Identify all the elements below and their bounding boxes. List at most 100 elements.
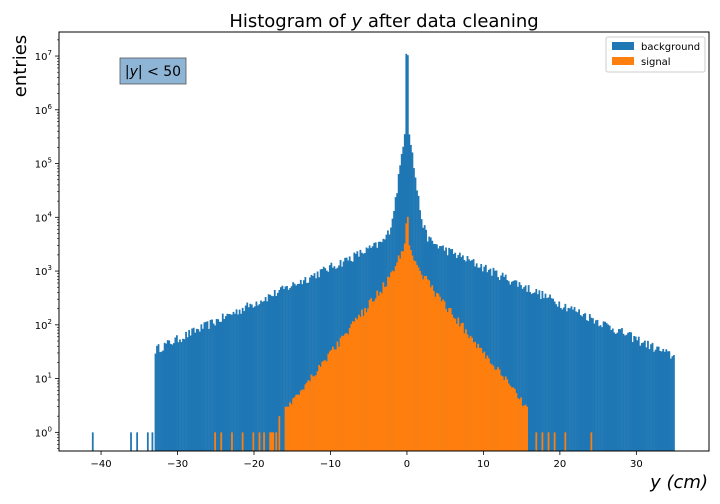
signal-histogram-bar (475, 347, 478, 451)
signal-histogram-bar (284, 406, 287, 451)
signal-histogram-bar (388, 277, 391, 451)
background-histogram-bar (130, 432, 132, 451)
signal-histogram-bar (263, 432, 265, 451)
background-histogram-bar (312, 275, 314, 451)
background-histogram-bar (252, 307, 255, 451)
signal-histogram-bar (315, 375, 317, 451)
signal-series-bars (214, 216, 593, 451)
background-histogram-bar (625, 334, 628, 451)
background-histogram-bar (220, 321, 223, 451)
signal-histogram-bar (371, 301, 374, 451)
background-histogram-bar (524, 285, 527, 451)
background-histogram-bar (185, 331, 187, 451)
background-histogram-bar (186, 337, 189, 451)
signal-histogram-bar (405, 223, 408, 451)
y-tick-label: 107 (35, 49, 52, 63)
signal-histogram-bar (402, 251, 405, 451)
x-axis-label: y (cm) (649, 472, 708, 493)
x-tick-label: −20 (243, 459, 264, 470)
signal-histogram-bar (483, 351, 486, 451)
background-histogram-bar (633, 335, 636, 451)
background-histogram-bar (642, 342, 645, 451)
background-histogram-bar (278, 290, 281, 451)
background-histogram-bar (598, 326, 600, 451)
background-histogram-bar (296, 283, 299, 451)
signal-histogram-bar (423, 275, 426, 451)
background-histogram-bar (91, 432, 94, 451)
background-histogram-bar (290, 286, 293, 451)
background-histogram-bar (566, 311, 568, 451)
background-histogram-bar (325, 270, 328, 451)
signal-histogram-bar (292, 398, 295, 451)
background-histogram-bar (630, 332, 633, 451)
y-tick-label: 104 (35, 210, 53, 224)
signal-histogram-bar (515, 392, 518, 451)
signal-histogram-bar (486, 355, 489, 451)
signal-histogram-bar (270, 432, 273, 451)
signal-histogram-bar (454, 318, 457, 451)
background-histogram-bar (289, 288, 291, 451)
signal-histogram-bar (354, 317, 357, 451)
background-histogram-bar (611, 328, 614, 451)
background-histogram-bar (558, 301, 561, 451)
background-histogram-bar (214, 325, 217, 451)
signal-histogram-bar (481, 353, 484, 451)
background-histogram-bar (604, 321, 607, 451)
background-histogram-bar (270, 295, 273, 451)
background-histogram-bar (266, 301, 269, 451)
background-histogram-bar (605, 323, 608, 451)
background-histogram-bar (250, 304, 253, 451)
signal-histogram-bar (318, 365, 321, 451)
signal-histogram-bar (419, 270, 421, 451)
signal-histogram-bar (474, 341, 477, 451)
signal-histogram-bar (344, 333, 347, 451)
background-histogram-bar (498, 279, 501, 451)
signal-histogram-bar (313, 376, 316, 451)
signal-histogram-bar (426, 279, 429, 451)
signal-histogram-bar (332, 346, 334, 451)
signal-histogram-bar (275, 432, 278, 451)
signal-histogram-bar (439, 296, 441, 451)
background-histogram-bar (159, 352, 161, 451)
signal-histogram-bar (416, 264, 418, 451)
signal-histogram-bar (304, 384, 307, 451)
signal-histogram-bar (330, 349, 333, 451)
signal-histogram-bar (319, 366, 322, 451)
background-histogram-bar (523, 287, 525, 451)
background-histogram-bar (529, 292, 532, 451)
background-histogram-bar (257, 305, 259, 451)
background-histogram-bar (622, 333, 625, 451)
background-histogram-bar (517, 286, 519, 451)
signal-histogram-bar (391, 270, 394, 451)
background-histogram-bar (280, 287, 282, 451)
background-histogram-bar (269, 294, 272, 451)
signal-histogram-bar (541, 432, 544, 451)
background-histogram-bar (249, 303, 252, 451)
background-histogram-bar (321, 269, 324, 451)
background-histogram-bar (581, 316, 584, 451)
background-histogram-bar (177, 342, 180, 451)
background-histogram-bar (540, 298, 542, 451)
background-histogram-bar (165, 343, 168, 451)
signal-histogram-bar (301, 389, 304, 451)
signal-histogram-bar (328, 351, 331, 451)
signal-histogram-bar (345, 332, 348, 451)
background-histogram-bar (302, 280, 305, 451)
signal-histogram-bar (350, 324, 353, 451)
signal-histogram-bar (437, 293, 440, 451)
background-histogram-bar (572, 309, 574, 451)
background-histogram-bar (640, 343, 643, 451)
x-tick-label: −40 (91, 459, 112, 470)
background-histogram-bar (651, 342, 654, 451)
y-axis-label: entries (10, 35, 31, 97)
background-histogram-bar (587, 321, 590, 451)
background-histogram-bar (231, 314, 233, 451)
background-histogram-bar (533, 292, 536, 451)
background-histogram-bar (261, 301, 264, 451)
background-histogram-bar (567, 307, 570, 451)
signal-histogram-bar (296, 394, 299, 451)
range-annotation: |y| < 50 (119, 57, 187, 85)
legend-label-background: background (641, 42, 700, 53)
background-histogram-bar (209, 319, 212, 451)
signal-histogram-bar (325, 361, 328, 451)
